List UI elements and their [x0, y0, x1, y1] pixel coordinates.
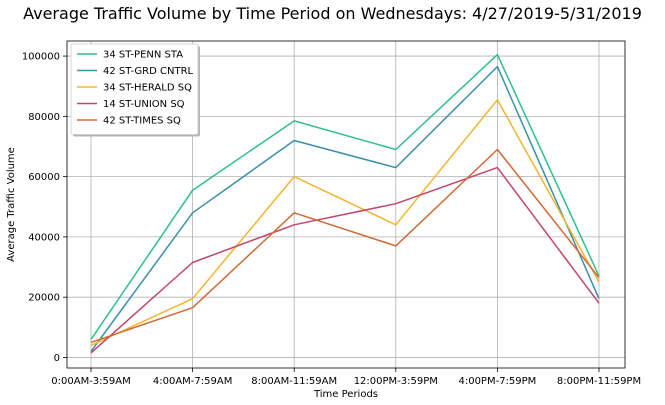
- legend-label: 34 ST-PENN STA: [103, 50, 183, 61]
- chart-title: Average Traffic Volume by Time Period on…: [23, 4, 642, 23]
- series-line: [90, 148, 600, 344]
- legend-label: 14 ST-UNION SQ: [103, 99, 185, 110]
- x-tick-label: 8:00AM-11:59AM: [251, 376, 337, 387]
- x-tick-label: 4:00PM-7:59PM: [458, 376, 536, 387]
- y-tick-label: 80000: [28, 112, 60, 123]
- x-tick-label: 12:00PM-3:59PM: [354, 376, 438, 387]
- legend-box: [70, 43, 199, 135]
- x-axis-label: Time Periods: [313, 389, 378, 400]
- series-line: [90, 166, 600, 354]
- y-tick-label: 60000: [28, 172, 60, 183]
- x-tick-label: 8:00PM-11:59PM: [557, 376, 641, 387]
- legend: 34 ST-PENN STA 42 ST-GRD CNTRL 34 ST-HERAL…: [70, 43, 200, 137]
- series-lines: [90, 53, 600, 354]
- series-line: [90, 65, 600, 352]
- y-axis-label: Average Traffic Volume: [6, 147, 17, 262]
- legend-label: 42 ST-TIMES SQ: [103, 116, 181, 127]
- x-tick-label: 0:00AM-3:59AM: [51, 376, 130, 387]
- plot-frame: [66, 40, 626, 369]
- y-tick-label: 40000: [28, 232, 60, 243]
- y-tick-label: 20000: [28, 293, 60, 304]
- legend-label: 42 ST-GRD CNTRL: [103, 66, 194, 77]
- x-tick-label: 4:00AM-7:59AM: [153, 376, 232, 387]
- series-line: [90, 53, 600, 340]
- y-tick-label: 0: [54, 353, 60, 364]
- series-line: [90, 99, 600, 347]
- axes: 0:00AM-3:59AM 4:00AM-7:59AM 8:00AM-11:59AM…: [22, 52, 641, 387]
- y-tick-label: 100000: [22, 52, 60, 63]
- legend-label: 34 ST-HERALD SQ: [103, 83, 192, 94]
